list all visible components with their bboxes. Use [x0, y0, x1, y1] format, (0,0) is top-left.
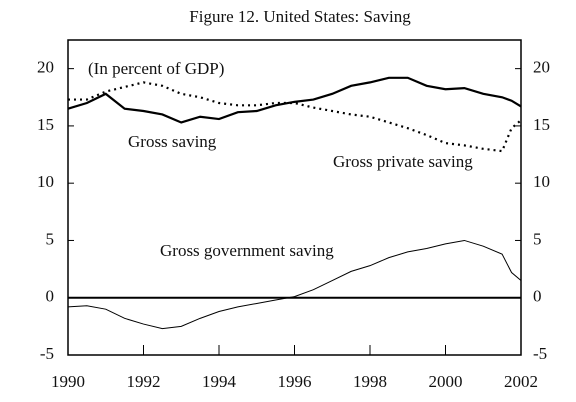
y2-tick-label: 0: [533, 287, 542, 306]
plot-frame: [67, 39, 522, 356]
subtitle: (In percent of GDP): [88, 59, 224, 78]
series-label: Gross saving: [128, 132, 217, 151]
series-label: Gross government saving: [160, 241, 334, 260]
y-tick-label: 15: [37, 115, 54, 134]
x-tick-label: 1996: [278, 372, 312, 391]
y2-tick-label: 20: [533, 58, 550, 77]
y2-tick-label: 10: [533, 172, 550, 191]
series-line: [67, 76, 522, 124]
chart-title: Figure 12. United States: Saving: [189, 7, 411, 26]
x-tick-label: 1998: [353, 372, 387, 391]
y2-tick-label: 5: [533, 229, 542, 248]
x-tick-label: 2002: [504, 372, 538, 391]
y-tick-label: 20: [37, 58, 54, 77]
y2-tick-label: 15: [533, 115, 550, 134]
x-tick-label: 1992: [127, 372, 161, 391]
y-tick-label: -5: [40, 344, 54, 363]
y2-tick-label: -5: [533, 344, 547, 363]
y-tick-label: 0: [46, 287, 55, 306]
y-tick-label: 10: [37, 172, 54, 191]
y-tick-label: 5: [46, 229, 55, 248]
series-label: Gross private saving: [333, 152, 473, 171]
series-line: [67, 239, 522, 330]
x-tick-label: 1990: [51, 372, 85, 391]
x-tick-label: 1994: [202, 372, 237, 391]
x-tick-label: 2000: [429, 372, 463, 391]
